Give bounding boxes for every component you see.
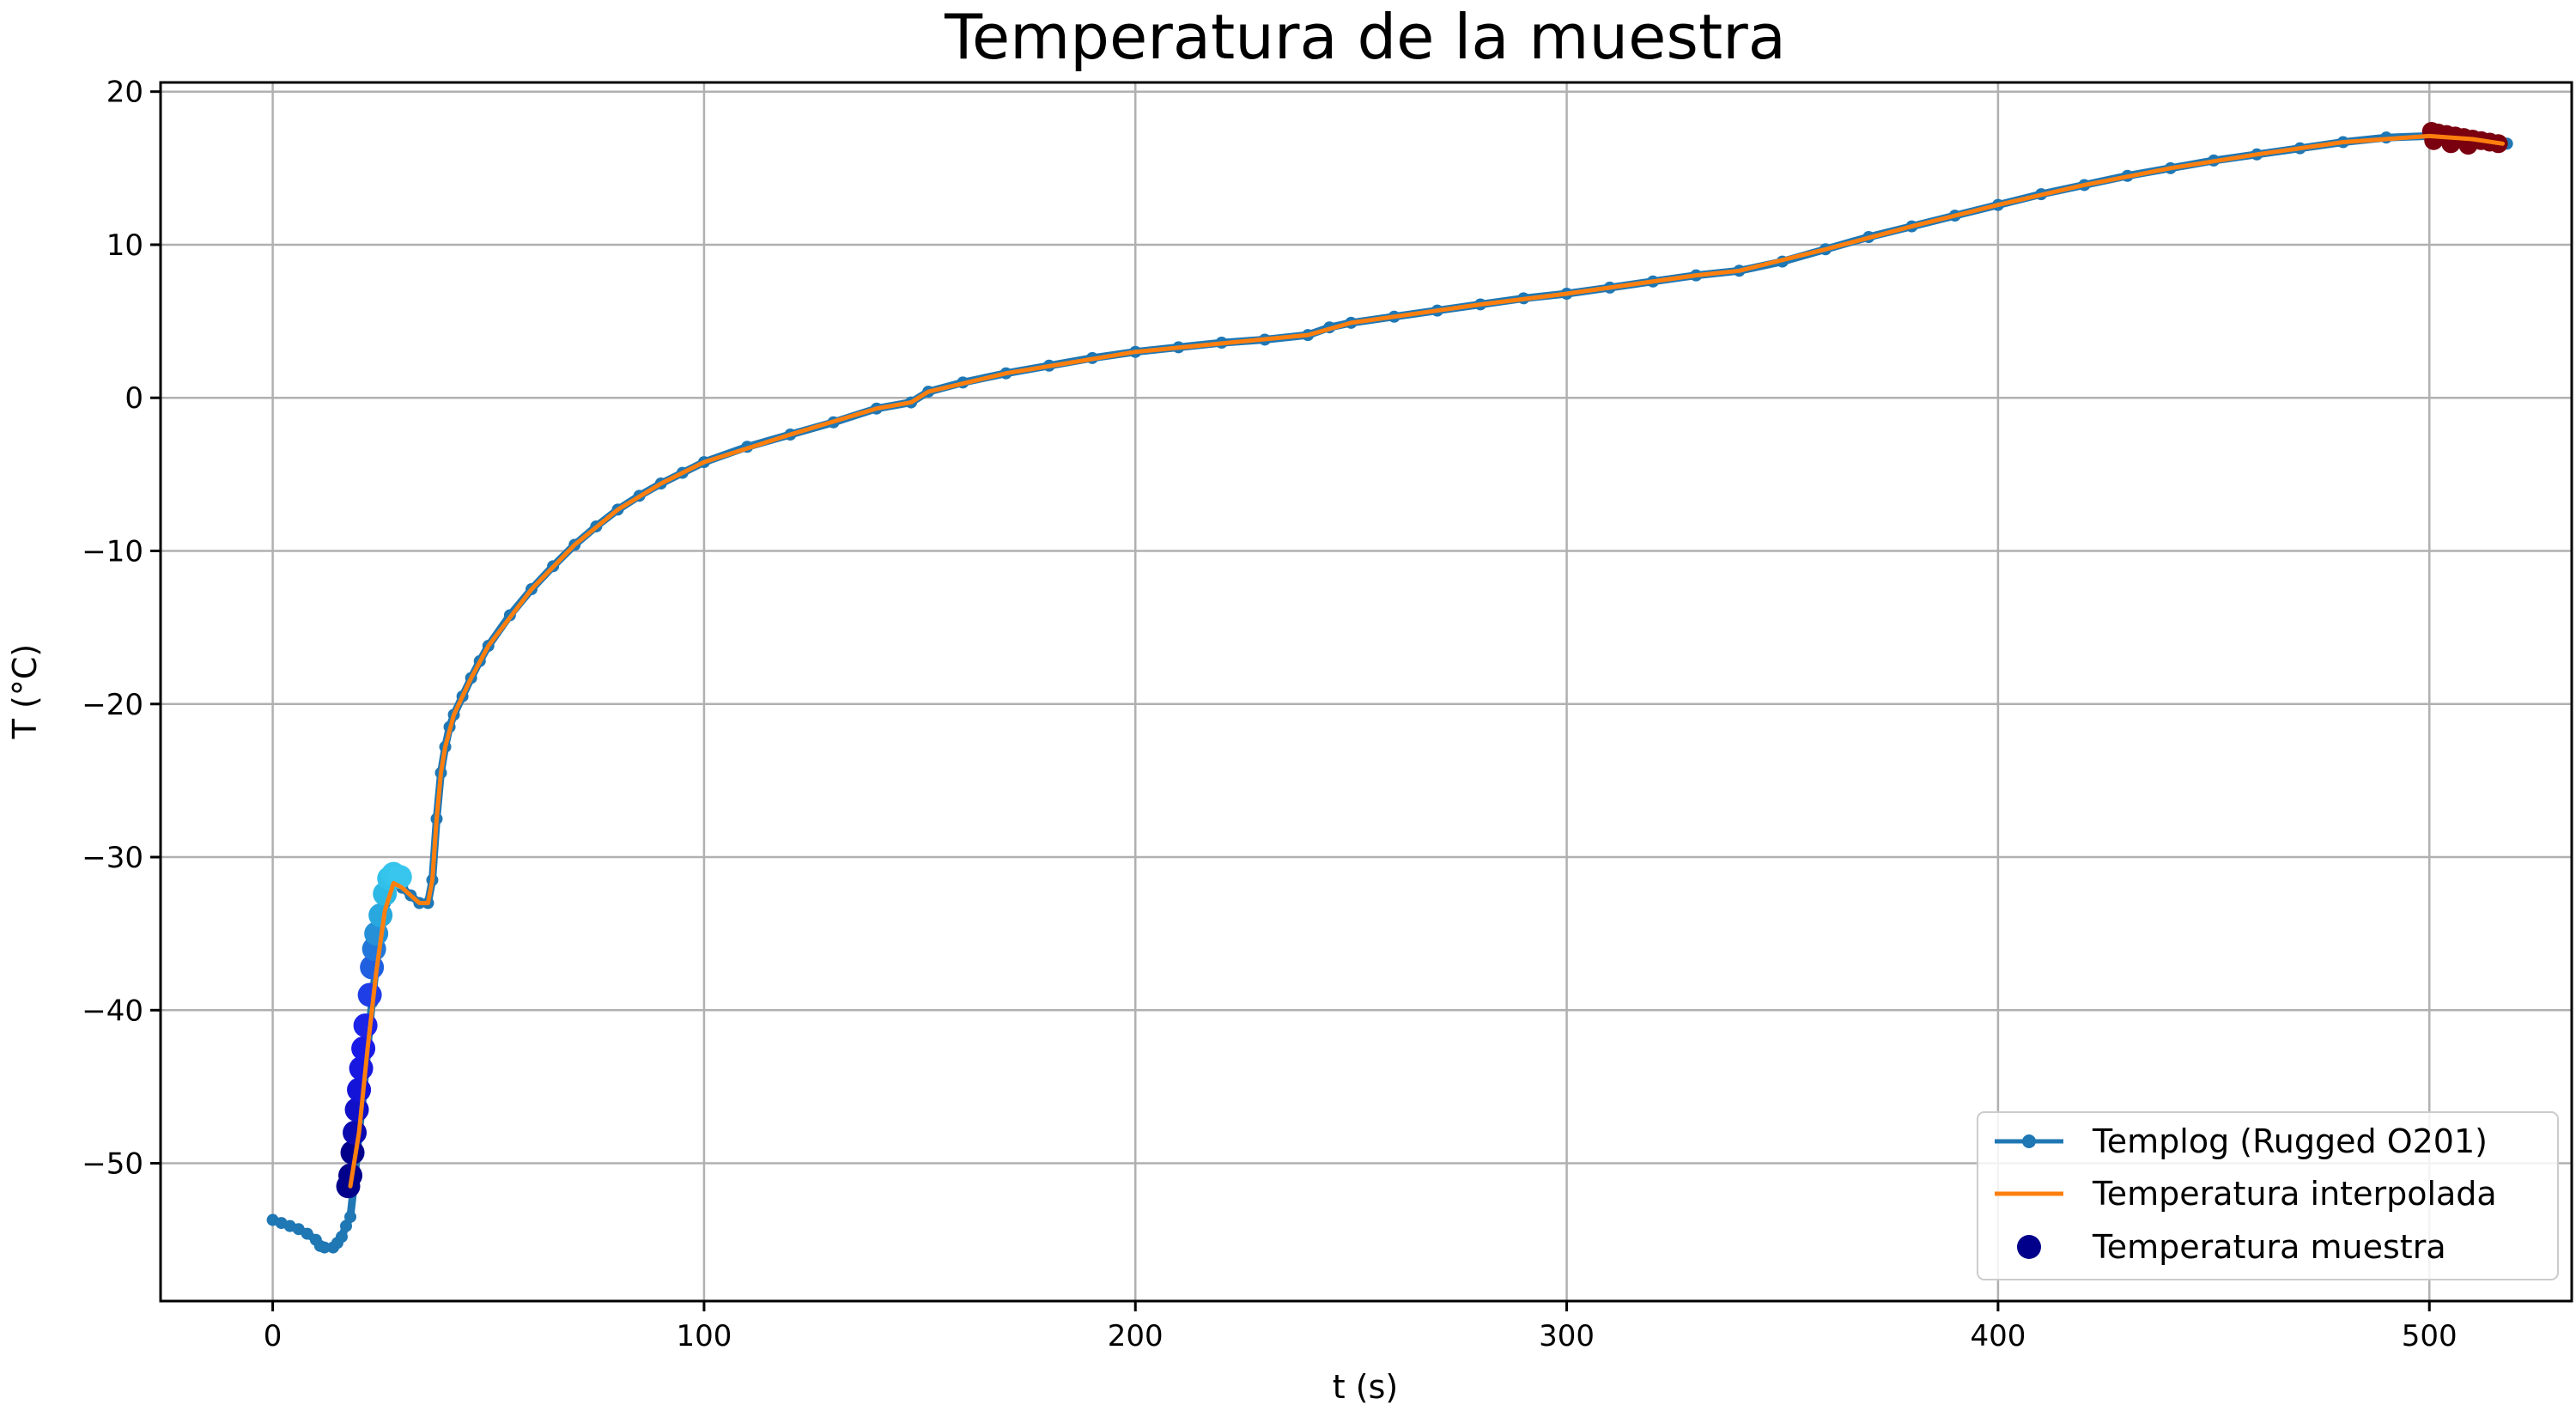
legend-swatch-muestra (2017, 1235, 2041, 1259)
legend-label-interpolada: Temperatura interpolada (2092, 1175, 2497, 1213)
muestra-point (343, 1120, 368, 1145)
y-tick-label: −20 (82, 688, 143, 722)
x-tick-label: 100 (676, 1319, 732, 1353)
y-tick-label: −40 (82, 994, 143, 1028)
y-tick-label: −10 (82, 534, 143, 569)
plot-area (266, 122, 2513, 1254)
x-tick-label: 300 (1539, 1319, 1595, 1353)
x-axis-label: t (s) (1333, 1368, 1398, 1406)
templog-point (344, 1210, 357, 1223)
muestra-point (368, 903, 393, 927)
muestra-point (357, 982, 382, 1007)
y-tick-label: 10 (106, 228, 143, 263)
x-ticks: 0 100 200 300 400 500 (264, 1301, 2458, 1353)
y-axis-label: T (°C) (6, 644, 44, 739)
y-ticks: 20 10 0 −10 −20 −30 −40 −50 (82, 76, 161, 1182)
templog-point (318, 1241, 331, 1254)
legend: Templog (Rugged O201) Temperatura interp… (1977, 1111, 2559, 1280)
templog-point (335, 1231, 348, 1244)
plot-frame (159, 81, 2573, 1303)
x-tick-label: 500 (2402, 1319, 2458, 1353)
y-tick-label: 0 (125, 381, 143, 416)
muestra-point (347, 1077, 372, 1102)
x-tick-label: 200 (1108, 1319, 1163, 1353)
y-tick-label: −50 (82, 1147, 143, 1182)
series-line-interpolada (348, 133, 2506, 1189)
legend-entry-templog: Templog (Rugged O201) (1995, 1122, 2488, 1160)
templog-point (340, 1219, 352, 1232)
legend-entry-interpolada: Temperatura interpolada (1995, 1175, 2497, 1213)
chart-title: Temperatura de la muestra (944, 1, 1786, 73)
x-tick-label: 400 (1970, 1319, 2026, 1353)
muestra-point (353, 1013, 378, 1038)
muestra-point (2424, 131, 2444, 150)
legend-box (1977, 1111, 2559, 1280)
legend-swatch-templog-marker (2022, 1134, 2036, 1148)
x-tick-label: 0 (264, 1319, 283, 1353)
y-tick-label: −30 (82, 841, 143, 875)
grid (161, 82, 2572, 1301)
y-tick-label: 20 (106, 76, 143, 110)
legend-label-muestra: Temperatura muestra (2092, 1228, 2446, 1266)
legend-label-templog: Templog (Rugged O201) (2092, 1122, 2488, 1160)
templog-point (301, 1227, 313, 1240)
muestra-point (351, 1036, 376, 1061)
legend-entry-muestra: Temperatura muestra (2017, 1228, 2446, 1266)
